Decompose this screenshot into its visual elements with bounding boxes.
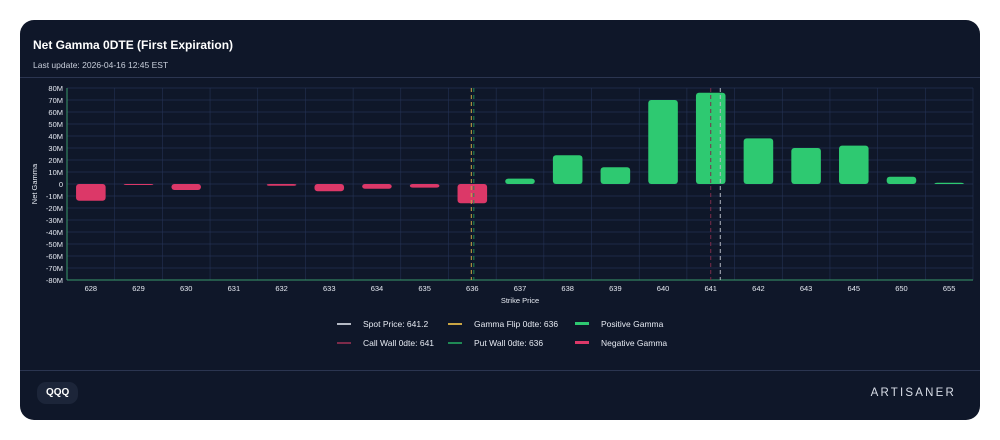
bar-642 [743, 138, 774, 184]
x-tick-label: 633 [323, 284, 336, 293]
x-tick-label: 637 [514, 284, 527, 293]
y-tick-label: 50M [48, 120, 63, 129]
y-tick-label: 70M [48, 96, 63, 105]
bar-630 [171, 184, 201, 190]
x-tick-label: 638 [561, 284, 574, 293]
y-tick-label: -30M [46, 216, 63, 225]
net-gamma-chart: 80M 70M 60M 50M 40M 30M 20M 10M 0 -10M -20M -30M -40… [30, 84, 974, 305]
x-tick-label: 640 [657, 284, 670, 293]
y-tick-label: 10M [48, 168, 63, 177]
legend-swatch-spot [337, 323, 351, 325]
x-tick-label: 645 [848, 284, 861, 293]
bar-636 [457, 184, 488, 204]
bar-640 [648, 100, 678, 184]
x-tick-label: 639 [609, 284, 622, 293]
y-tick-label: -20M [46, 204, 63, 213]
x-tick-label: 629 [132, 284, 145, 293]
legend-label-spot: Spot Price: 641.2 [363, 319, 429, 329]
x-tick-label: 643 [800, 284, 813, 293]
bar-655 [934, 182, 964, 184]
bar-634 [362, 184, 392, 189]
y-tick-label: 30M [48, 144, 63, 153]
y-tick-label: 20M [48, 156, 63, 165]
x-tick-label: 635 [418, 284, 431, 293]
bar-629 [123, 184, 154, 185]
y-tick-label: 60M [48, 108, 63, 117]
bar-645 [839, 145, 869, 184]
y-tick-label: 80M [48, 84, 63, 93]
legend-label-positive-gamma: Positive Gamma [601, 319, 664, 329]
bar-643 [791, 148, 821, 184]
legend-label-call-wall: Call Wall 0dte: 641 [363, 338, 435, 348]
legend-swatch-positive-gamma [575, 322, 589, 325]
legend-swatch-gamma-flip [448, 323, 462, 325]
y-axis-title: Net Gamma [30, 163, 39, 204]
legend-swatch-negative-gamma [575, 341, 589, 344]
bar-639 [600, 167, 631, 184]
bar-633 [314, 184, 345, 192]
y-tick-label: -60M [46, 252, 63, 261]
chart-card: Net Gamma 0DTE (First Expiration) Last u… [20, 20, 980, 420]
legend-swatch-put-wall [448, 342, 462, 344]
legend-swatch-call-wall [337, 342, 351, 344]
y-tick-label: -10M [46, 192, 63, 201]
x-axis-title: Strike Price [501, 296, 539, 305]
legend-label-gamma-flip: Gamma Flip 0dte: 636 [474, 319, 559, 329]
x-tick-label: 655 [943, 284, 956, 293]
legend-label-put-wall: Put Wall 0dte: 636 [474, 338, 544, 348]
y-tick-label: -70M [46, 264, 63, 273]
header-divider [20, 77, 980, 78]
bar-638 [552, 155, 583, 184]
bar-632 [266, 184, 297, 186]
chart-legend: Spot Price: 641.2 Gamma Flip 0dte: 636 P… [337, 318, 737, 358]
bar-628 [76, 184, 106, 201]
y-tick-label: 0 [59, 180, 63, 189]
legend-label-negative-gamma: Negative Gamma [601, 338, 668, 348]
bar-650 [886, 176, 917, 184]
y-tick-label: -50M [46, 240, 63, 249]
x-tick-label: 641 [704, 284, 717, 293]
bar-635 [409, 184, 440, 188]
x-tick-label: 642 [752, 284, 765, 293]
x-tick-label: 632 [275, 284, 288, 293]
x-tick-label: 636 [466, 284, 479, 293]
y-tick-label: -40M [46, 228, 63, 237]
bar-637 [505, 178, 535, 184]
footer-divider [20, 370, 980, 371]
x-tick-label: 650 [895, 284, 908, 293]
y-tick-label: 40M [48, 132, 63, 141]
last-update: Last update: 2026-04-16 12:45 EST [33, 60, 169, 70]
x-tick-label: 628 [85, 284, 98, 293]
y-tick-label: -80M [46, 276, 63, 285]
brand-logo: ARTISANER [870, 387, 956, 399]
x-tick-label: 630 [180, 284, 193, 293]
ticker-badge[interactable]: QQQ [37, 382, 79, 404]
x-tick-label: 634 [371, 284, 384, 293]
chart-title: Net Gamma 0DTE (First Expiration) [33, 38, 234, 52]
x-tick-label: 631 [228, 284, 241, 293]
